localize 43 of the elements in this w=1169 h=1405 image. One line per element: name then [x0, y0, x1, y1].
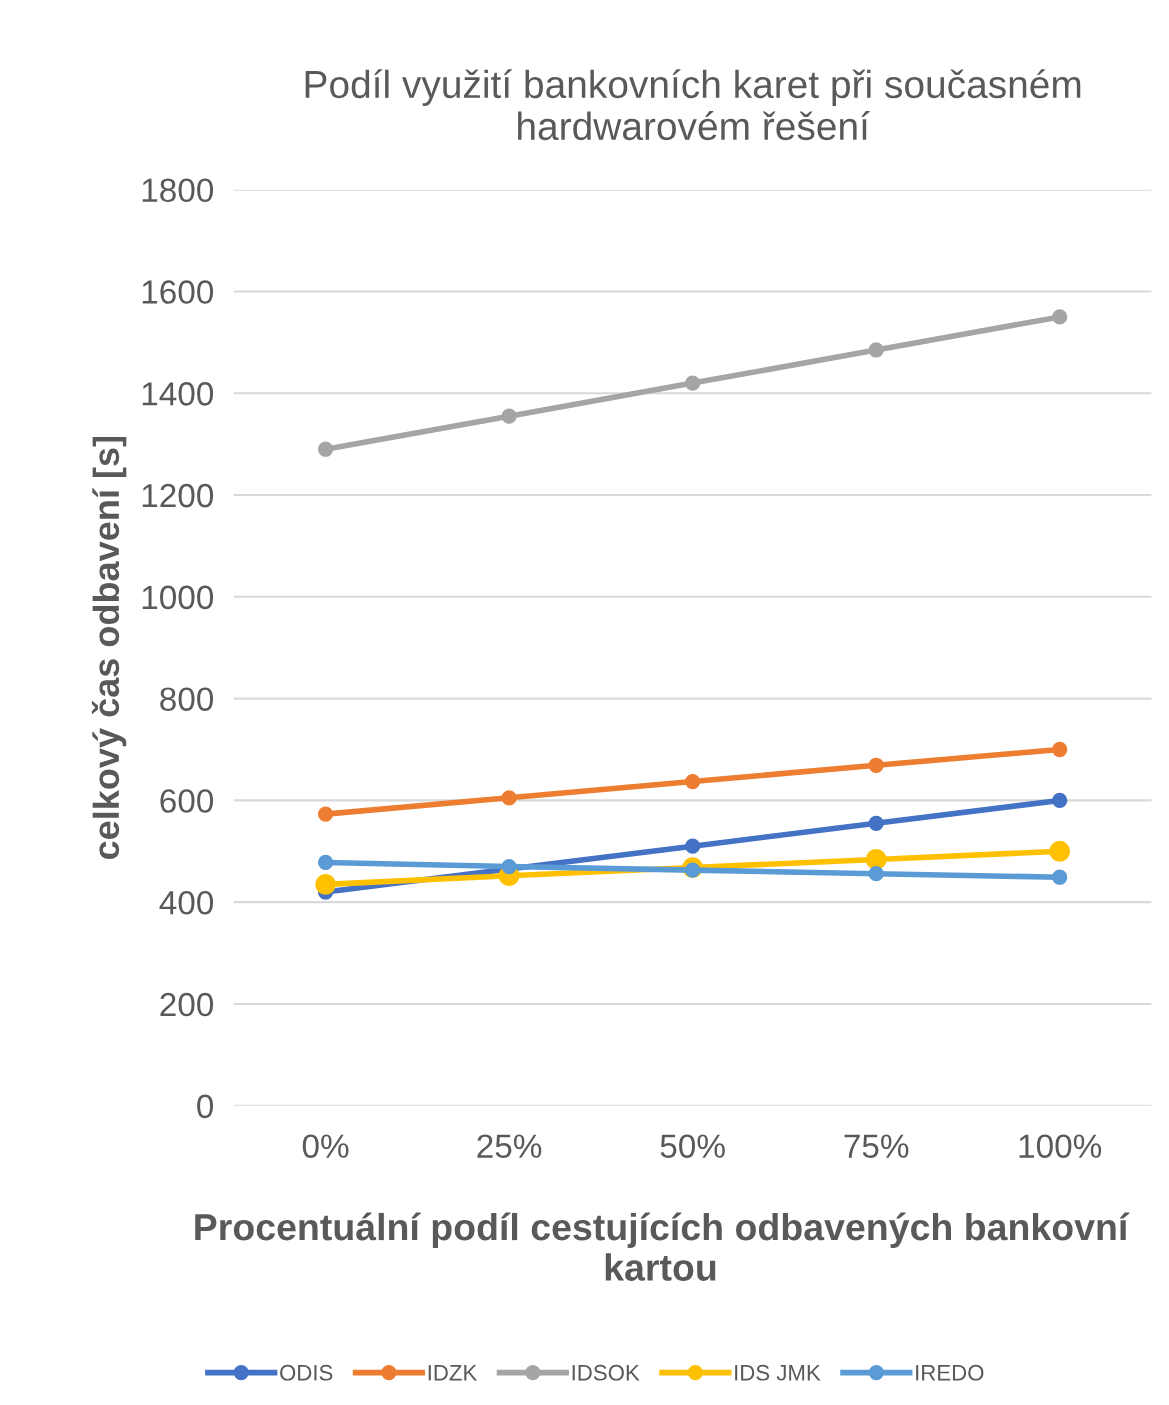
point: [315, 873, 336, 895]
point: [1052, 309, 1068, 325]
y-tick-label: 0: [197, 1094, 214, 1119]
legend-label: ODIS: [280, 1364, 333, 1381]
x-tick-label: 100%: [1019, 1134, 1102, 1158]
x-tick-label: 75%: [844, 1134, 909, 1158]
y-axis-title: celkový čas odbavení [s]: [91, 436, 127, 860]
point: [865, 848, 887, 870]
point: [317, 854, 334, 871]
point: [868, 815, 884, 831]
x-tick-label: 0%: [302, 1134, 349, 1158]
point: [684, 375, 701, 391]
point: [1052, 869, 1068, 885]
x-tick-label: 50%: [660, 1134, 725, 1158]
point: [1052, 741, 1068, 758]
point: [868, 866, 884, 882]
point: [501, 790, 517, 806]
legend-label: IDZK: [428, 1365, 478, 1381]
legend-label: IDSOK: [572, 1364, 640, 1381]
y-tick-label: 200: [160, 992, 214, 1017]
point: [684, 773, 701, 790]
point: [317, 441, 334, 457]
legend-label: IREDO: [916, 1364, 984, 1381]
x-tick-label: 25%: [477, 1134, 542, 1158]
point: [684, 862, 701, 878]
point: [1052, 792, 1068, 809]
y-tick-label: 1200: [142, 483, 214, 508]
y-tick-label: 1800: [142, 178, 214, 203]
y-tick-label: 1400: [142, 382, 214, 406]
point: [501, 408, 517, 424]
y-tick-label: 600: [160, 789, 214, 813]
y-tick-label: 1000: [142, 585, 214, 610]
y-tick-label: 800: [160, 687, 214, 711]
x-axis-title: Procentuální podíl cestujících odbavených bankovní kartou: [195, 1212, 1130, 1281]
point: [868, 757, 884, 773]
point: [684, 838, 701, 854]
point: [868, 342, 884, 358]
y-tick-label: 400: [159, 890, 214, 915]
y-tick-label: 1600: [142, 280, 214, 304]
point: [317, 806, 334, 822]
point: [1049, 840, 1071, 862]
legend-label: IDS JMK: [735, 1364, 821, 1381]
chart-title: Podíl využití bankovních karet při současném hardwarovém řešení: [305, 69, 1081, 141]
